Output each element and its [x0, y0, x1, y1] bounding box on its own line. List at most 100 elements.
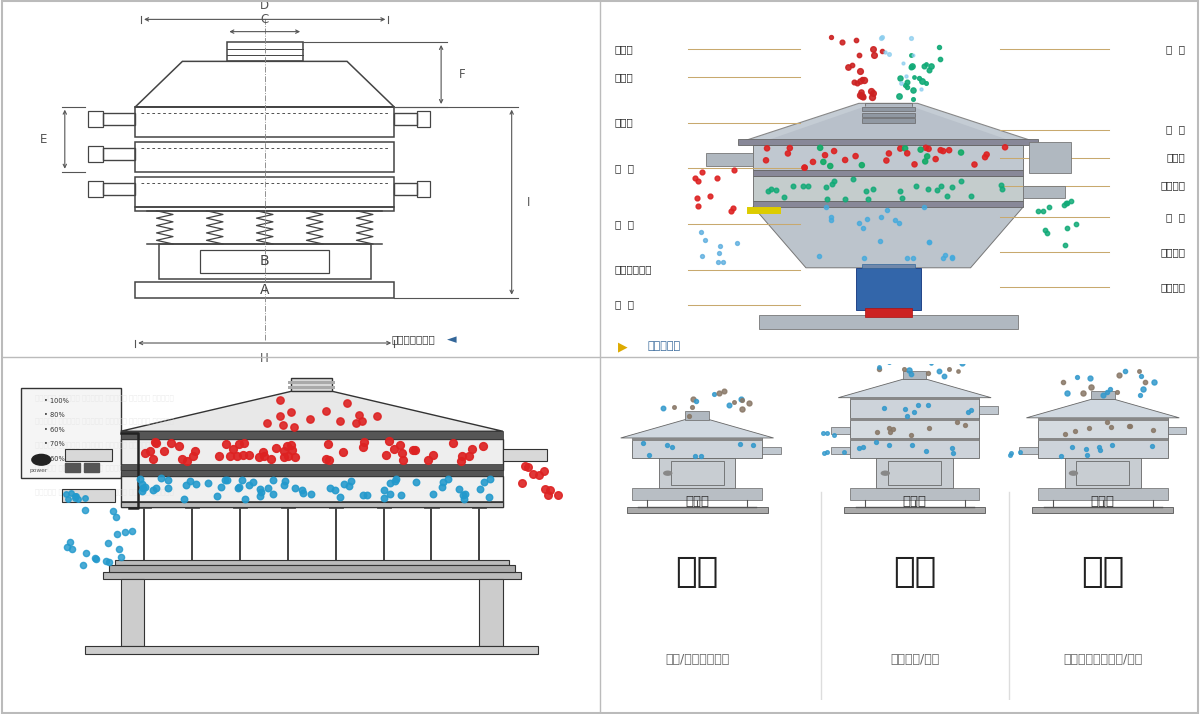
- Point: [724, 203, 743, 214]
- Point: [143, 484, 162, 496]
- Point: [342, 475, 361, 486]
- Point: [1144, 424, 1163, 436]
- Bar: [865, 308, 912, 317]
- Point: [184, 450, 203, 461]
- Bar: [479, 579, 503, 646]
- Point: [870, 236, 889, 247]
- Point: [169, 441, 188, 452]
- Point: [250, 490, 269, 501]
- Point: [353, 489, 372, 501]
- Point: [392, 447, 412, 458]
- Point: [1118, 421, 1138, 432]
- Point: [1057, 197, 1076, 208]
- Bar: [1064, 458, 1141, 488]
- Point: [916, 446, 935, 457]
- Point: [1063, 441, 1082, 453]
- Text: I: I: [527, 196, 529, 208]
- Point: [901, 33, 920, 44]
- Point: [920, 422, 940, 433]
- Point: [209, 451, 228, 462]
- Bar: [65, 448, 112, 461]
- Point: [1036, 224, 1055, 236]
- Bar: [754, 176, 1024, 201]
- Text: ◄: ◄: [446, 333, 457, 346]
- Point: [462, 443, 481, 455]
- Text: 防尘盖: 防尘盖: [614, 72, 634, 82]
- Point: [286, 451, 305, 463]
- Bar: [329, 564, 343, 570]
- Bar: [632, 438, 762, 458]
- Point: [86, 553, 106, 565]
- Point: [229, 481, 248, 493]
- Point: [76, 504, 95, 516]
- Point: [689, 201, 708, 212]
- Point: [66, 491, 85, 502]
- Point: [186, 478, 205, 490]
- Point: [347, 417, 366, 428]
- Point: [1054, 376, 1073, 388]
- Point: [898, 148, 917, 159]
- Point: [912, 75, 931, 86]
- Point: [931, 180, 950, 191]
- Point: [850, 442, 869, 453]
- Point: [821, 211, 840, 223]
- Point: [266, 442, 286, 453]
- Point: [850, 66, 869, 77]
- Point: [1057, 222, 1076, 233]
- Bar: [738, 139, 1038, 146]
- Point: [684, 393, 703, 405]
- Point: [833, 36, 852, 48]
- Bar: [185, 503, 199, 508]
- Point: [816, 149, 835, 161]
- Text: 过滤: 过滤: [893, 555, 936, 589]
- Point: [223, 443, 242, 454]
- Point: [730, 438, 749, 450]
- Bar: [754, 170, 1024, 176]
- Point: [460, 450, 479, 461]
- Point: [835, 193, 854, 204]
- Point: [216, 474, 235, 486]
- Point: [66, 490, 85, 501]
- Point: [1108, 386, 1127, 398]
- Circle shape: [664, 471, 672, 476]
- Point: [278, 451, 298, 462]
- Point: [889, 218, 908, 229]
- Point: [940, 144, 959, 156]
- Bar: [850, 438, 979, 441]
- Point: [929, 41, 948, 53]
- Bar: [136, 107, 394, 136]
- Point: [232, 474, 251, 486]
- Point: [816, 201, 835, 213]
- Circle shape: [32, 454, 50, 465]
- Point: [919, 64, 938, 76]
- Point: [877, 155, 896, 166]
- Point: [73, 559, 92, 570]
- Point: [901, 430, 920, 441]
- Point: [928, 353, 947, 365]
- Point: [145, 437, 164, 448]
- Point: [725, 396, 744, 408]
- Point: [917, 78, 936, 89]
- Text: D: D: [260, 0, 269, 12]
- Point: [977, 149, 996, 160]
- Point: [407, 476, 426, 488]
- Point: [254, 451, 274, 462]
- Bar: [659, 458, 736, 488]
- Point: [917, 58, 936, 69]
- Point: [653, 402, 672, 413]
- Point: [846, 151, 865, 162]
- Bar: [685, 411, 709, 420]
- Point: [284, 421, 304, 433]
- Point: [850, 90, 869, 101]
- Point: [880, 49, 899, 60]
- Point: [854, 252, 874, 263]
- Point: [688, 192, 707, 203]
- Point: [961, 405, 980, 416]
- Point: [132, 478, 151, 490]
- Point: [235, 493, 254, 505]
- Point: [794, 162, 814, 174]
- Bar: [200, 250, 329, 273]
- Point: [743, 439, 762, 451]
- Point: [432, 481, 451, 493]
- Bar: [227, 42, 302, 61]
